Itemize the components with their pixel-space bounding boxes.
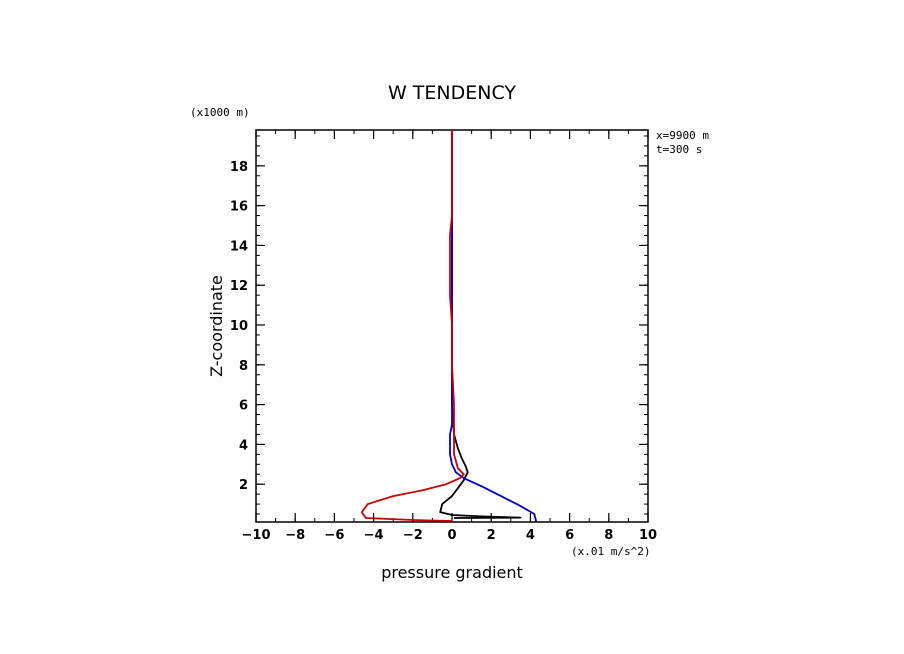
series-layer bbox=[360, 130, 538, 523]
x-tick-label: 6 bbox=[565, 528, 574, 543]
y-units: (x1000 m) bbox=[190, 106, 250, 119]
y-tick-label: 12 bbox=[230, 279, 248, 294]
y-tick-label: 18 bbox=[230, 160, 248, 175]
info-line-1: x=9900 m bbox=[656, 129, 709, 142]
info-line-2: t=300 s bbox=[656, 143, 702, 156]
x-tick-label: −10 bbox=[242, 528, 271, 543]
y-tick-label: 16 bbox=[230, 200, 248, 215]
y-tick-label: 10 bbox=[230, 319, 248, 334]
x-tick-label: −6 bbox=[324, 528, 344, 543]
x-tick-label: 8 bbox=[604, 528, 613, 543]
series-line-pressure-gradient bbox=[360, 130, 465, 522]
y-tick-label: 8 bbox=[239, 359, 248, 374]
y-tick-label: 4 bbox=[239, 438, 248, 453]
x-tick-label: −4 bbox=[364, 528, 384, 543]
x-tick-label: 4 bbox=[526, 528, 535, 543]
x-units: (x.01 m/s^2) bbox=[571, 545, 650, 558]
x-tick-label: 10 bbox=[639, 528, 657, 543]
y-tick-label: 2 bbox=[239, 478, 248, 493]
ticks-layer: −10 −8 −6 −4 −2 0 2 4 6 8 10 2 4 6 8 10 12 14 16 18 bbox=[230, 130, 657, 543]
y-axis-label: Z-coordinate bbox=[207, 275, 226, 377]
series-line-buoyancy bbox=[449, 130, 538, 523]
x-tick-label: −2 bbox=[403, 528, 423, 543]
y-tick-label: 14 bbox=[230, 239, 248, 254]
series-line-total bbox=[439, 130, 522, 519]
x-tick-label: 0 bbox=[447, 528, 456, 543]
x-tick-label: 2 bbox=[487, 528, 496, 543]
x-axis-label: pressure gradient bbox=[381, 563, 523, 582]
chart-title: W TENDENCY bbox=[388, 82, 516, 104]
y-tick-label: 6 bbox=[239, 399, 248, 414]
x-tick-label: −8 bbox=[285, 528, 305, 543]
